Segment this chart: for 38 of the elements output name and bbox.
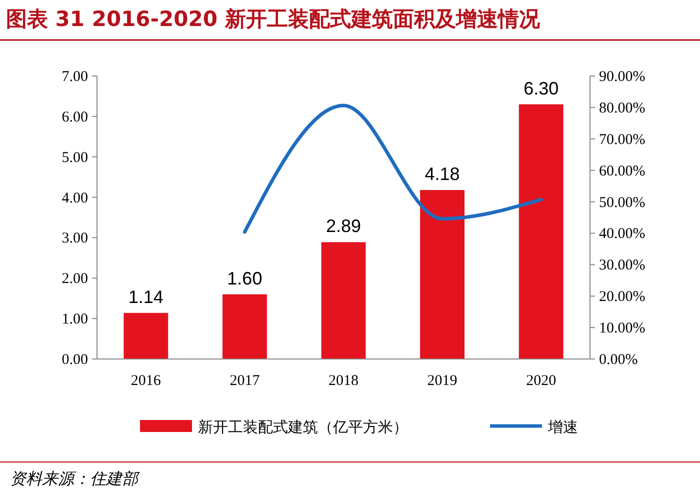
chart-title: 图表 31 2016-2020 新开工装配式建筑面积及增速情况 (6, 7, 541, 31)
y2-tick-label: 40.00% (599, 226, 646, 242)
y2-tick-label: 30.00% (599, 258, 646, 274)
data-label: 1.14 (128, 286, 164, 307)
y-tick-label: 4.00 (62, 190, 88, 206)
y2-tick-label: 10.00% (599, 320, 646, 337)
y2-tick-label: 0.00% (599, 352, 638, 368)
data-label: 2.89 (326, 216, 362, 236)
data-label: 6.30 (524, 78, 559, 98)
y-tick-label: 6.00 (62, 109, 88, 126)
y2-tick-label: 60.00% (599, 163, 646, 180)
bar (124, 312, 168, 359)
y-tick-label: 0.00 (62, 352, 88, 368)
x-tick-label: 2016 (130, 373, 162, 389)
x-tick-label: 2019 (427, 373, 458, 389)
y-tick-label: 5.00 (62, 150, 88, 166)
bar (518, 104, 564, 359)
legend-label: 新开工装配式建筑（亿平方米） (198, 418, 408, 436)
x-tick-label: 2017 (230, 373, 260, 389)
data-label: 1.60 (227, 268, 262, 288)
y2-tick-label: 50.00% (599, 194, 646, 211)
y-tick-label: 3.00 (62, 230, 88, 247)
x-tick-label: 2020 (526, 373, 556, 389)
line-series (242, 104, 543, 234)
bar (321, 242, 366, 359)
y2-tick-label: 90.00% (599, 69, 646, 85)
y2-tick-label: 20.00% (599, 289, 646, 306)
bar (222, 294, 267, 359)
data-label: 4.18 (424, 164, 460, 184)
legend-label: 增速 (547, 418, 578, 436)
x-tick-label: 2018 (328, 373, 358, 389)
y2-tick-label: 80.00% (599, 100, 646, 116)
text: 资料来源：住建部 (10, 469, 140, 488)
y-tick-label: 1.00 (62, 312, 88, 328)
y-tick-label: 2.00 (62, 271, 88, 288)
y2-tick-label: 70.00% (599, 132, 646, 148)
bar (420, 190, 465, 359)
y-tick-label: 7.00 (62, 69, 88, 85)
